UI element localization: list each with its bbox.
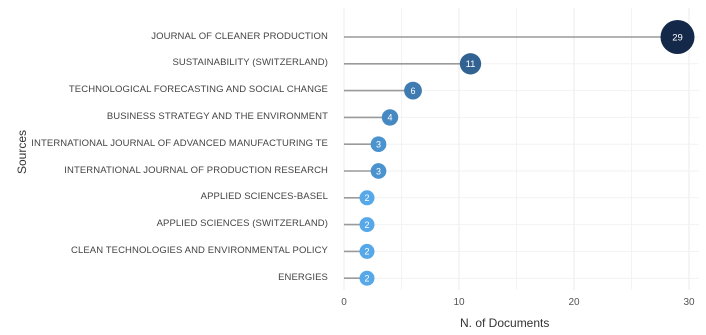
x-axis-title: N. of Documents bbox=[460, 316, 550, 330]
category-label: SUSTAINABILITY (SWITZERLAND) bbox=[172, 57, 328, 69]
x-tick-30: 30 bbox=[683, 297, 695, 308]
category-label: ENERGIES bbox=[278, 271, 328, 283]
category-label: BUSINESS STRATEGY AND THE ENVIRONMENT bbox=[106, 110, 328, 122]
lollipop-point bbox=[359, 270, 375, 286]
category-label: APPLIED SCIENCES (SWITZERLAND) bbox=[156, 218, 328, 230]
value-label: 3 bbox=[376, 166, 381, 176]
x-tick-20: 20 bbox=[568, 297, 580, 308]
x-tick-0: 0 bbox=[341, 297, 347, 308]
category-label: APPLIED SCIENCES-BASEL bbox=[200, 191, 328, 203]
lollipop-point bbox=[370, 136, 387, 153]
category-label: INTERNATIONAL JOURNAL OF ADVANCED MANUFA… bbox=[31, 137, 328, 149]
value-label: 2 bbox=[364, 247, 369, 257]
category-label: JOURNAL OF CLEANER PRODUCTION bbox=[151, 30, 328, 42]
x-tick-10: 10 bbox=[453, 297, 465, 308]
lollipop-point bbox=[359, 217, 375, 233]
lollipop-point bbox=[404, 81, 422, 100]
lollipop-point bbox=[660, 20, 695, 54]
value-label: 2 bbox=[364, 220, 369, 230]
lollipop-point bbox=[381, 109, 399, 126]
category-label: TECHNOLOGICAL FORECASTING AND SOCIAL CHA… bbox=[68, 84, 328, 96]
value-label: 11 bbox=[466, 59, 476, 70]
value-label: 4 bbox=[387, 113, 392, 123]
lollipop-point bbox=[459, 53, 482, 75]
value-label: 3 bbox=[376, 140, 381, 150]
category-label: INTERNATIONAL JOURNAL OF PRODUCTION RESE… bbox=[64, 164, 328, 176]
lollipop-point bbox=[359, 243, 375, 259]
value-label: 2 bbox=[364, 274, 369, 284]
value-label: 29 bbox=[672, 32, 683, 43]
value-label: 2 bbox=[364, 193, 369, 203]
lollipop-point bbox=[359, 190, 375, 206]
value-label: 6 bbox=[410, 86, 415, 96]
lollipop-point bbox=[370, 163, 387, 179]
y-axis-title: Sources bbox=[15, 129, 29, 175]
category-label: CLEAN TECHNOLOGIES AND ENVIRONMENTAL POL… bbox=[71, 244, 328, 256]
